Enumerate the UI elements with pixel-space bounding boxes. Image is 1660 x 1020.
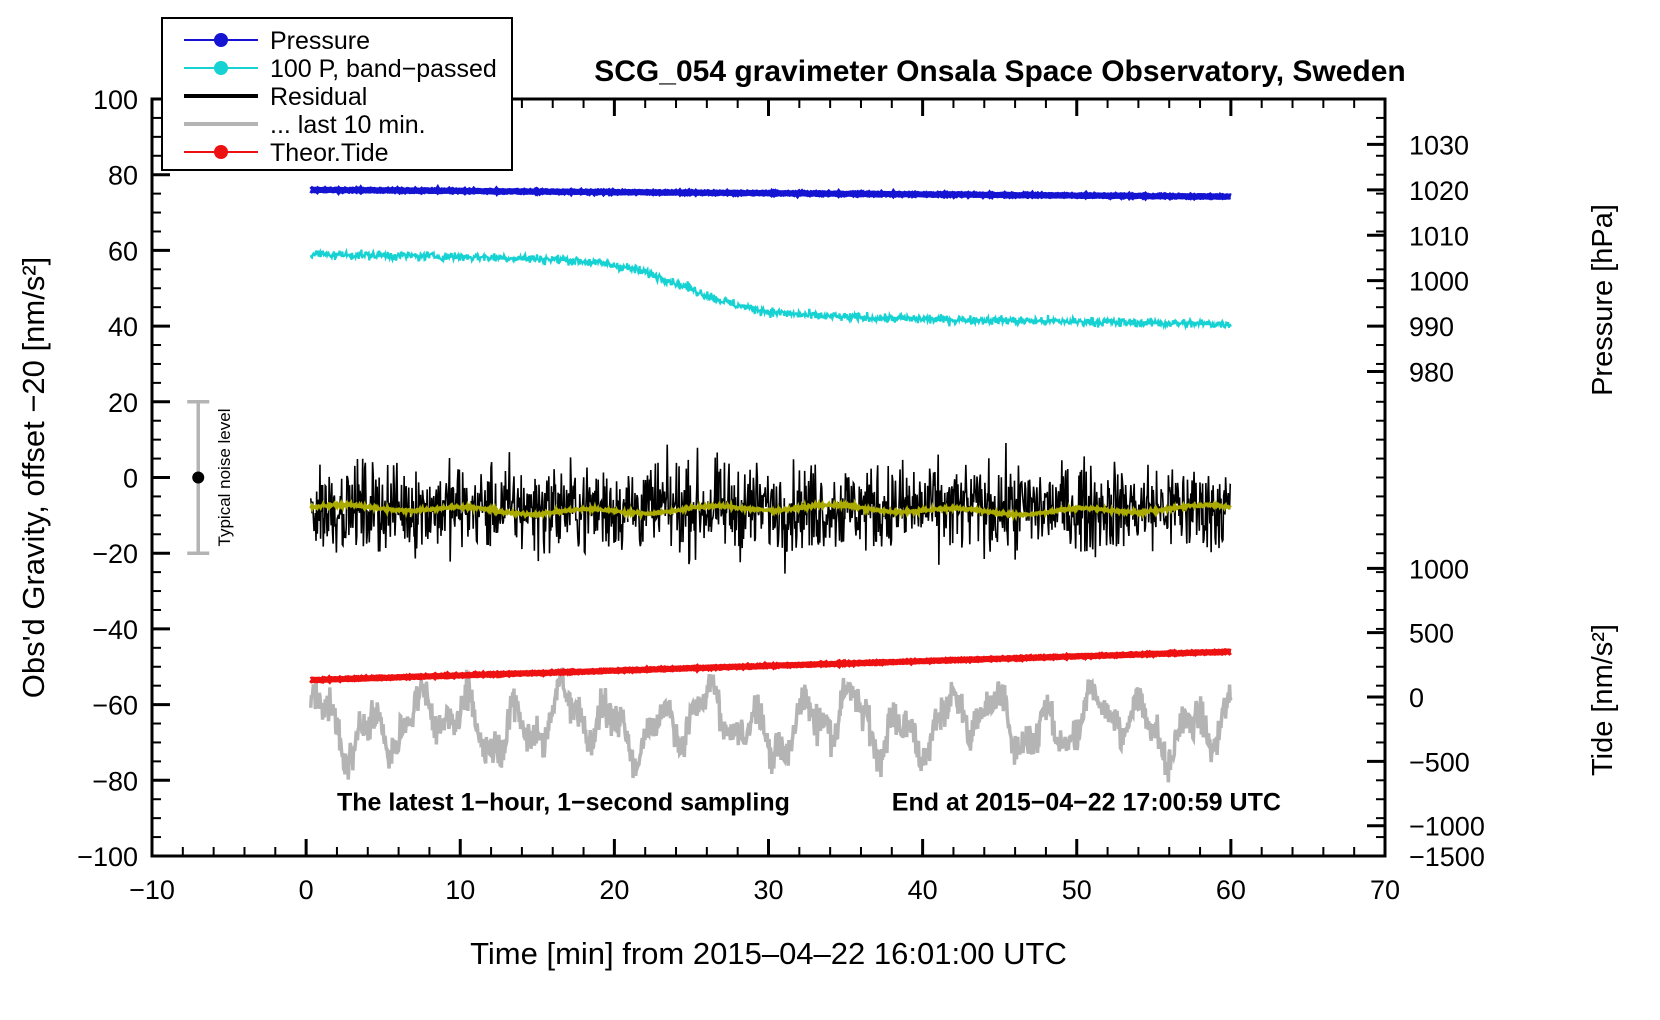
pressure-tick-label: 1000 <box>1409 267 1469 297</box>
y-tick-label: 80 <box>108 161 138 191</box>
bottom-right-note: End at 2015−04−22 17:00:59 UTC <box>892 789 1281 817</box>
x-tick-label: 40 <box>908 875 938 905</box>
noise-level-label: Typical noise level <box>215 409 234 547</box>
pressure-tick-label: 980 <box>1409 358 1454 388</box>
x-tick-label: 70 <box>1370 875 1400 905</box>
pressure-tick-label: 1030 <box>1409 130 1469 160</box>
series-residual-smoothed <box>309 498 1232 522</box>
tide-tick-label: −1500 <box>1409 842 1485 872</box>
series-last-10-min <box>309 667 1233 783</box>
tide-tick-label: 500 <box>1409 619 1454 649</box>
y-axis-left: 100 80 60 40 20 0 −20 −40 −60 −80 −100 Obs'd Gravit… <box>16 85 170 872</box>
legend-label: Pressure <box>270 27 370 55</box>
tide-tick-label: 1000 <box>1409 554 1469 584</box>
legend-marker-dot <box>214 33 228 47</box>
legend-marker-dot <box>214 61 228 75</box>
pressure-tick-label: 1010 <box>1409 221 1469 251</box>
noise-level-indicator: Typical noise level <box>187 400 234 555</box>
x-tick-label: 10 <box>445 875 475 905</box>
series-pressure <box>309 183 1232 202</box>
tide-tick-label: −1000 <box>1409 812 1485 842</box>
x-tick-label: −10 <box>129 875 175 905</box>
x-axis: −10 0 10 20 30 40 50 60 70 Time [min] from 2015–0… <box>129 99 1400 971</box>
x-tick-label: 30 <box>753 875 783 905</box>
legend-item[interactable]: Residual <box>184 83 367 111</box>
x-tick-label: 50 <box>1062 875 1092 905</box>
pressure-tick-label: 990 <box>1409 312 1454 342</box>
series-theor-tide <box>309 647 1232 685</box>
bottom-left-note: The latest 1−hour, 1−second sampling <box>337 789 790 817</box>
tide-axis-title: Tide [nm/s²] <box>1587 624 1619 776</box>
data-series-group <box>309 183 1233 783</box>
legend-label: Residual <box>270 83 367 111</box>
pressure-axis-title: Pressure [hPa] <box>1587 204 1619 396</box>
legend-label: Theor.Tide <box>270 139 389 167</box>
legend-marker-dot <box>214 145 228 159</box>
x-tick-label: 20 <box>599 875 629 905</box>
y-tick-label: −100 <box>77 842 138 872</box>
x-axis-title: Time [min] from 2015–04–22 16:01:00 UTC <box>470 936 1067 971</box>
legend-label: ... last 10 min. <box>270 111 426 139</box>
y-tick-label: 0 <box>123 464 138 494</box>
y-tick-label: 100 <box>93 85 138 115</box>
chart-title: SCG_054 gravimeter Onsala Space Observat… <box>594 55 1406 88</box>
legend-item[interactable]: ... last 10 min. <box>184 111 426 139</box>
legend-item[interactable]: Theor.Tide <box>184 139 389 167</box>
legend-label: 100 P, band−passed <box>270 55 497 83</box>
legend-item[interactable]: Pressure <box>184 27 370 55</box>
y-tick-label: −80 <box>92 766 138 796</box>
tide-tick-label: 0 <box>1409 683 1424 713</box>
y-tick-label: 60 <box>108 236 138 266</box>
y-axis-title: Obs'd Gravity, offset −20 [nm/s²] <box>16 257 51 699</box>
y-axis-right: 1030 1020 1010 1000 990 980 1000 500 0 −500 −1000−… <box>1367 98 1619 872</box>
series-residual <box>309 443 1232 574</box>
y-tick-label: 20 <box>108 388 138 418</box>
legend-item[interactable]: 100 P, band−passed <box>184 55 497 83</box>
series-band-passed <box>309 247 1232 331</box>
y-tick-label: −40 <box>92 615 138 645</box>
legend-box <box>161 17 513 171</box>
pressure-tick-label: 1020 <box>1409 176 1469 206</box>
tide-tick-label: −500 <box>1409 747 1470 777</box>
x-tick-label: 0 <box>299 875 314 905</box>
x-tick-label: 60 <box>1216 875 1246 905</box>
y-tick-label: −20 <box>92 539 138 569</box>
y-tick-label: 40 <box>108 312 138 342</box>
y-tick-label: −60 <box>92 691 138 721</box>
